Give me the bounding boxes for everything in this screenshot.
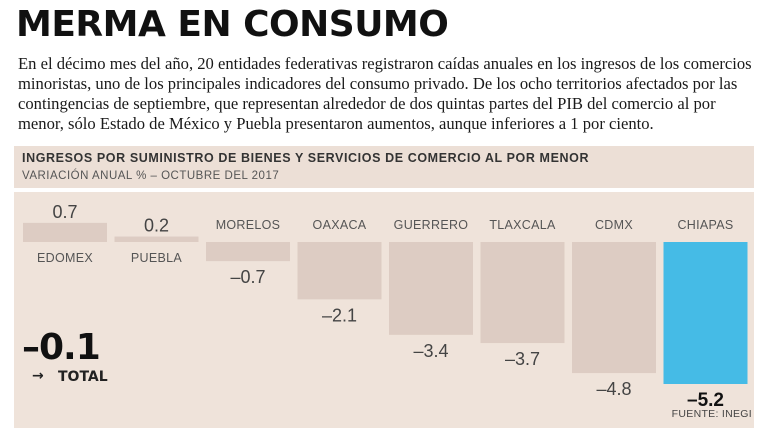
- chart-panel: EDOMEX 0.7 PUEBLA 0.2 MORELOS –0.7 OAXACA –2.1 G…: [14, 192, 754, 428]
- category-label-chiapas: CHIAPAS: [677, 218, 733, 232]
- bar-puebla: [114, 236, 199, 242]
- bar-chart: EDOMEX 0.7 PUEBLA 0.2 MORELOS –0.7 OAXACA –2.1 G…: [23, 202, 748, 411]
- bar-edomex: [23, 222, 107, 242]
- value-label-morelos: –0.7: [230, 267, 265, 287]
- category-label-cdmx: CDMX: [595, 218, 633, 232]
- chart-header: INGRESOS POR SUMINISTRO DE BIENES Y SERV…: [14, 146, 754, 188]
- bar-chiapas: [663, 242, 748, 384]
- category-label-edomex: EDOMEX: [37, 251, 93, 265]
- category-label-oaxaca: OAXACA: [313, 218, 367, 232]
- total-value: –0.1: [22, 327, 101, 368]
- bar-tlaxcala: [480, 242, 565, 344]
- page-title: MERMA EN CONSUMO: [16, 4, 449, 45]
- value-label-puebla: 0.2: [144, 216, 169, 236]
- total-label: TOTAL: [58, 369, 108, 385]
- category-label-tlaxcala: TLAXCALA: [489, 218, 556, 232]
- bar-guerrero: [389, 242, 473, 335]
- source-note: FUENTE: INEGI: [671, 408, 752, 420]
- value-label-oaxaca: –2.1: [322, 305, 357, 325]
- bar-morelos: [206, 242, 290, 262]
- intro-paragraph: En el décimo mes del año, 20 entidades f…: [18, 54, 752, 133]
- value-label-chiapas: –5.2: [687, 390, 724, 411]
- value-label-guerrero: –3.4: [413, 341, 448, 361]
- category-label-morelos: MORELOS: [216, 218, 281, 232]
- category-label-guerrero: GUERRERO: [394, 218, 469, 232]
- bar-cdmx: [572, 242, 656, 374]
- arrow-right-icon: →: [32, 368, 44, 384]
- value-label-cdmx: –4.8: [596, 379, 631, 399]
- category-label-puebla: PUEBLA: [131, 251, 182, 265]
- chart-title: INGRESOS POR SUMINISTRO DE BIENES Y SERV…: [22, 151, 590, 165]
- value-label-tlaxcala: –3.7: [505, 349, 540, 369]
- value-label-edomex: 0.7: [52, 202, 77, 222]
- chart-subtitle: VARIACIÓN ANUAL % – OCTUBRE DEL 2017: [22, 170, 280, 182]
- bar-oaxaca: [297, 242, 382, 300]
